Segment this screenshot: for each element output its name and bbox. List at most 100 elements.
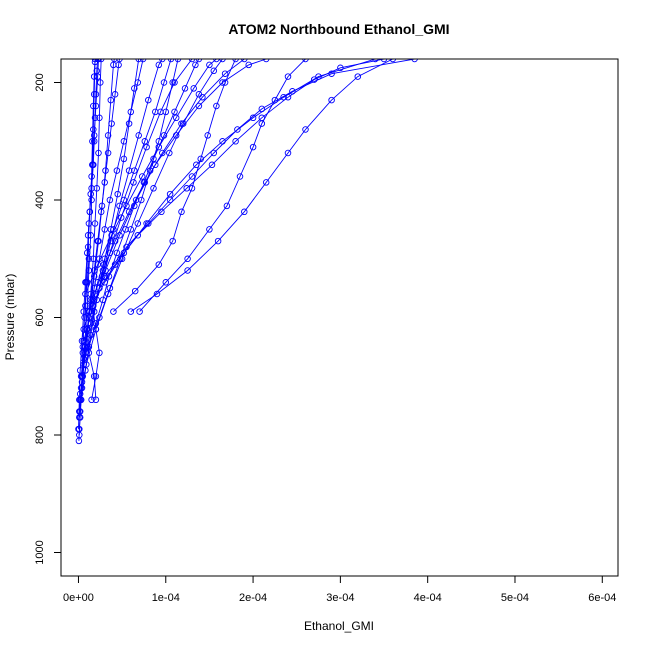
data-point (90, 373, 98, 380)
data-point (130, 179, 137, 186)
profile-line (79, 59, 102, 400)
data-point (88, 396, 95, 404)
data-point (204, 132, 211, 139)
profile-series (80, 59, 248, 333)
data-point (232, 138, 239, 145)
data-point (101, 179, 108, 186)
data-point (87, 296, 94, 304)
y-tick-label: 1000 (34, 540, 46, 564)
data-point (134, 220, 142, 227)
y-axis-label: Pressure (mbar) (3, 274, 17, 361)
data-point (141, 138, 149, 145)
data-point (99, 267, 107, 274)
profile-line (104, 59, 415, 277)
data-point (80, 308, 87, 315)
data-point (155, 61, 163, 69)
profile-line (83, 59, 245, 330)
profile-line (78, 59, 99, 430)
data-point (284, 93, 292, 101)
data-point (92, 102, 100, 110)
series-layer (75, 59, 418, 445)
data-point (135, 132, 142, 139)
data-point (134, 232, 142, 239)
data-point (110, 308, 117, 315)
data-point (145, 96, 152, 104)
data-point (76, 396, 83, 404)
data-point (113, 167, 121, 174)
y-tick-label: 600 (34, 308, 46, 326)
x-tick-label: 5e-04 (501, 592, 529, 604)
data-point (140, 179, 148, 186)
data-point (75, 425, 82, 433)
data-point (258, 105, 266, 113)
x-axis-label: Ethanol_GMI (304, 619, 374, 633)
data-point (169, 237, 176, 245)
data-point (284, 149, 292, 157)
data-point (241, 208, 248, 216)
data-point (105, 273, 113, 280)
x-tick-label: 2e-04 (239, 592, 267, 604)
data-point (155, 261, 163, 268)
data-point (116, 202, 123, 210)
profile-line (95, 59, 385, 295)
data-point (120, 155, 128, 163)
profile-line (81, 59, 163, 377)
data-point (131, 202, 138, 210)
data-point (77, 384, 85, 392)
data-point (166, 149, 173, 157)
data-point (210, 67, 218, 75)
data-point (83, 326, 90, 333)
data-point (197, 155, 204, 163)
data-point (99, 296, 107, 304)
y-axis: 200 400 600 800 1000 (34, 73, 62, 565)
data-point (206, 226, 213, 233)
data-point (181, 85, 189, 92)
x-tick-label: 1e-04 (152, 592, 180, 604)
data-point (249, 114, 257, 122)
data-point (199, 93, 206, 101)
profile-line (88, 59, 200, 348)
data-point (188, 173, 196, 180)
plot-frame (60, 58, 619, 577)
profile-line (113, 59, 237, 312)
data-point (83, 249, 91, 257)
data-point (236, 173, 244, 180)
data-point (160, 132, 168, 139)
data-point (192, 61, 199, 69)
data-point (82, 290, 89, 298)
data-point (245, 61, 252, 69)
data-point (92, 91, 100, 98)
profile-series (110, 59, 239, 315)
data-point (111, 237, 119, 245)
data-point (138, 173, 146, 180)
data-point (96, 114, 103, 122)
data-point (271, 96, 279, 104)
data-point (120, 138, 128, 145)
data-point (108, 120, 115, 127)
data-point (214, 237, 222, 245)
data-point (302, 126, 309, 133)
profile-series (136, 59, 309, 315)
data-point (95, 149, 102, 157)
data-point (94, 73, 101, 80)
profile-series (76, 59, 123, 421)
x-tick-label: 4e-04 (414, 592, 442, 604)
data-point (145, 220, 152, 227)
data-point (131, 287, 139, 295)
data-point (106, 196, 114, 204)
data-point (85, 220, 93, 227)
data-point (169, 79, 176, 86)
data-point (223, 202, 231, 210)
data-point (92, 373, 100, 380)
profile-line (88, 59, 376, 312)
data-point (178, 120, 185, 127)
data-point (188, 185, 196, 192)
data-point (76, 367, 84, 374)
profile-line (84, 59, 217, 295)
data-point (213, 102, 220, 110)
data-point (134, 79, 142, 86)
data-point (82, 302, 89, 310)
data-point (162, 108, 170, 116)
data-point (123, 202, 130, 210)
data-point (289, 88, 296, 95)
